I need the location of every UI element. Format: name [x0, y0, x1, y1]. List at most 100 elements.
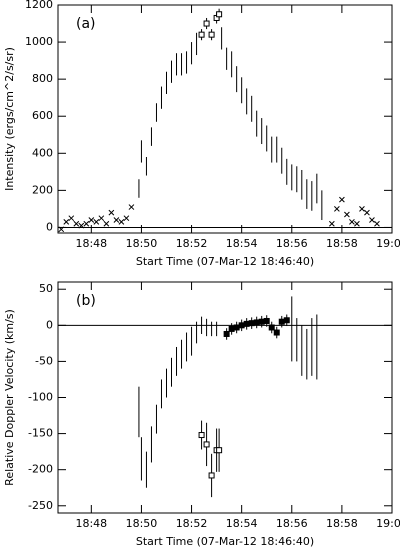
y-tick-label: 0: [46, 220, 53, 233]
square-marker: [216, 11, 223, 18]
x-tick-label: 18:48: [75, 517, 107, 530]
cross-marker: [88, 217, 95, 223]
filled-square-marker: [238, 322, 245, 329]
cross-marker: [68, 215, 75, 222]
x-tick-label: 18:56: [276, 517, 308, 530]
cross-marker: [98, 215, 105, 222]
cross-stroke: [329, 220, 335, 227]
cross-stroke: [364, 209, 370, 216]
cross-marker: [334, 206, 340, 212]
cross-marker: [344, 211, 350, 218]
x-tick-label: 18:52: [176, 237, 208, 250]
y-axis-label: Relative Doppler Velocity (km/s): [3, 309, 16, 486]
filled-square-marker: [268, 324, 275, 331]
cross-marker: [128, 204, 135, 210]
y-tick-label: 400: [32, 146, 53, 159]
cross-stroke: [359, 206, 365, 212]
cross-stroke: [108, 209, 115, 216]
panel: 18:48 18:50 18:52 18:54 18:56 18:58 19:00 50 0 -5…: [3, 281, 400, 548]
y-tick-label: 50: [39, 282, 53, 295]
plot-frame: [57, 281, 393, 514]
square-marker: [203, 441, 210, 448]
cross-marker: [108, 209, 115, 216]
y-tick-label: 1000: [25, 35, 53, 48]
cross-marker: [349, 219, 355, 225]
cross-marker: [354, 220, 360, 227]
y-tick-label: 800: [32, 72, 53, 85]
y-axis-label: Intensity (ergs/cm^2/s/sr): [3, 47, 16, 191]
cross-marker: [339, 196, 345, 203]
square-marker: [203, 20, 210, 27]
cross-marker: [123, 215, 130, 222]
cross-stroke: [73, 220, 80, 227]
filled-square-marker: [253, 319, 260, 326]
cross-marker: [374, 220, 380, 227]
y-tick-label: -100: [28, 391, 53, 404]
filled-square-marker: [283, 317, 290, 324]
cross-stroke: [118, 219, 125, 225]
cross-stroke: [88, 217, 95, 223]
y-tick-label: 0: [46, 318, 53, 331]
cross-marker: [93, 219, 100, 225]
cross-stroke: [339, 196, 345, 203]
cross-stroke: [354, 220, 360, 227]
square-marker: [208, 31, 215, 38]
panel-label: (a): [76, 16, 96, 32]
x-axis-label: Start Time (07-Mar-12 18:46:40): [136, 535, 314, 548]
x-tick-label: 18:50: [126, 517, 158, 530]
cross-stroke: [128, 204, 135, 210]
y-tick-label: 600: [32, 109, 53, 122]
y-tick-label: -50: [35, 354, 53, 367]
filled-square-marker: [233, 324, 240, 331]
cross-stroke: [98, 215, 105, 222]
square-marker: [198, 432, 205, 439]
square-marker: [216, 447, 223, 454]
filled-square-marker: [278, 318, 285, 325]
plot-frame: [57, 4, 393, 234]
cross-stroke: [83, 220, 90, 227]
cross-stroke: [334, 206, 340, 212]
x-tick-label: 18:48: [75, 237, 107, 250]
panel-label: (b): [76, 293, 96, 309]
x-tick-label: 18:52: [176, 517, 208, 530]
cross-stroke: [103, 220, 110, 227]
x-tick-label: 19:00: [376, 237, 400, 250]
x-tick-label: 19:00: [376, 517, 400, 530]
y-tick-label: -200: [28, 463, 53, 476]
filled-square-marker: [223, 330, 230, 337]
square-marker: [198, 31, 205, 38]
cross-marker: [58, 226, 65, 233]
cross-marker: [118, 219, 125, 225]
cross-stroke: [123, 215, 130, 222]
cross-marker: [359, 206, 365, 212]
panel: 18:48 18:50 18:52 18:54 18:56 18:58 19:00 0 200 4…: [3, 0, 400, 268]
cross-marker: [73, 220, 80, 227]
cross-marker: [103, 220, 110, 227]
y-tick-label: 1200: [25, 0, 53, 11]
y-tick-label: 200: [32, 183, 53, 196]
cross-marker: [78, 222, 85, 229]
cross-stroke: [78, 222, 85, 229]
x-tick-label: 18:54: [226, 517, 258, 530]
square-marker: [208, 472, 215, 479]
cross-marker: [329, 220, 335, 227]
cross-marker: [364, 209, 370, 216]
cross-stroke: [374, 220, 380, 227]
cross-stroke: [349, 219, 355, 225]
cross-marker: [113, 217, 120, 223]
y-tick-label: -150: [28, 427, 53, 440]
x-tick-label: 18:50: [126, 237, 158, 250]
cross-marker: [369, 217, 375, 223]
filled-square-marker: [258, 318, 265, 325]
cross-stroke: [113, 217, 120, 223]
filled-square-marker: [248, 320, 255, 327]
cross-stroke: [369, 217, 375, 223]
cross-marker: [63, 219, 70, 225]
x-tick-label: 18:58: [326, 237, 358, 250]
x-tick-label: 18:58: [326, 517, 358, 530]
cross-stroke: [93, 219, 100, 225]
cross-stroke: [68, 215, 75, 222]
cross-marker: [83, 220, 90, 227]
cross-stroke: [344, 211, 350, 218]
filled-square-marker: [273, 329, 280, 336]
